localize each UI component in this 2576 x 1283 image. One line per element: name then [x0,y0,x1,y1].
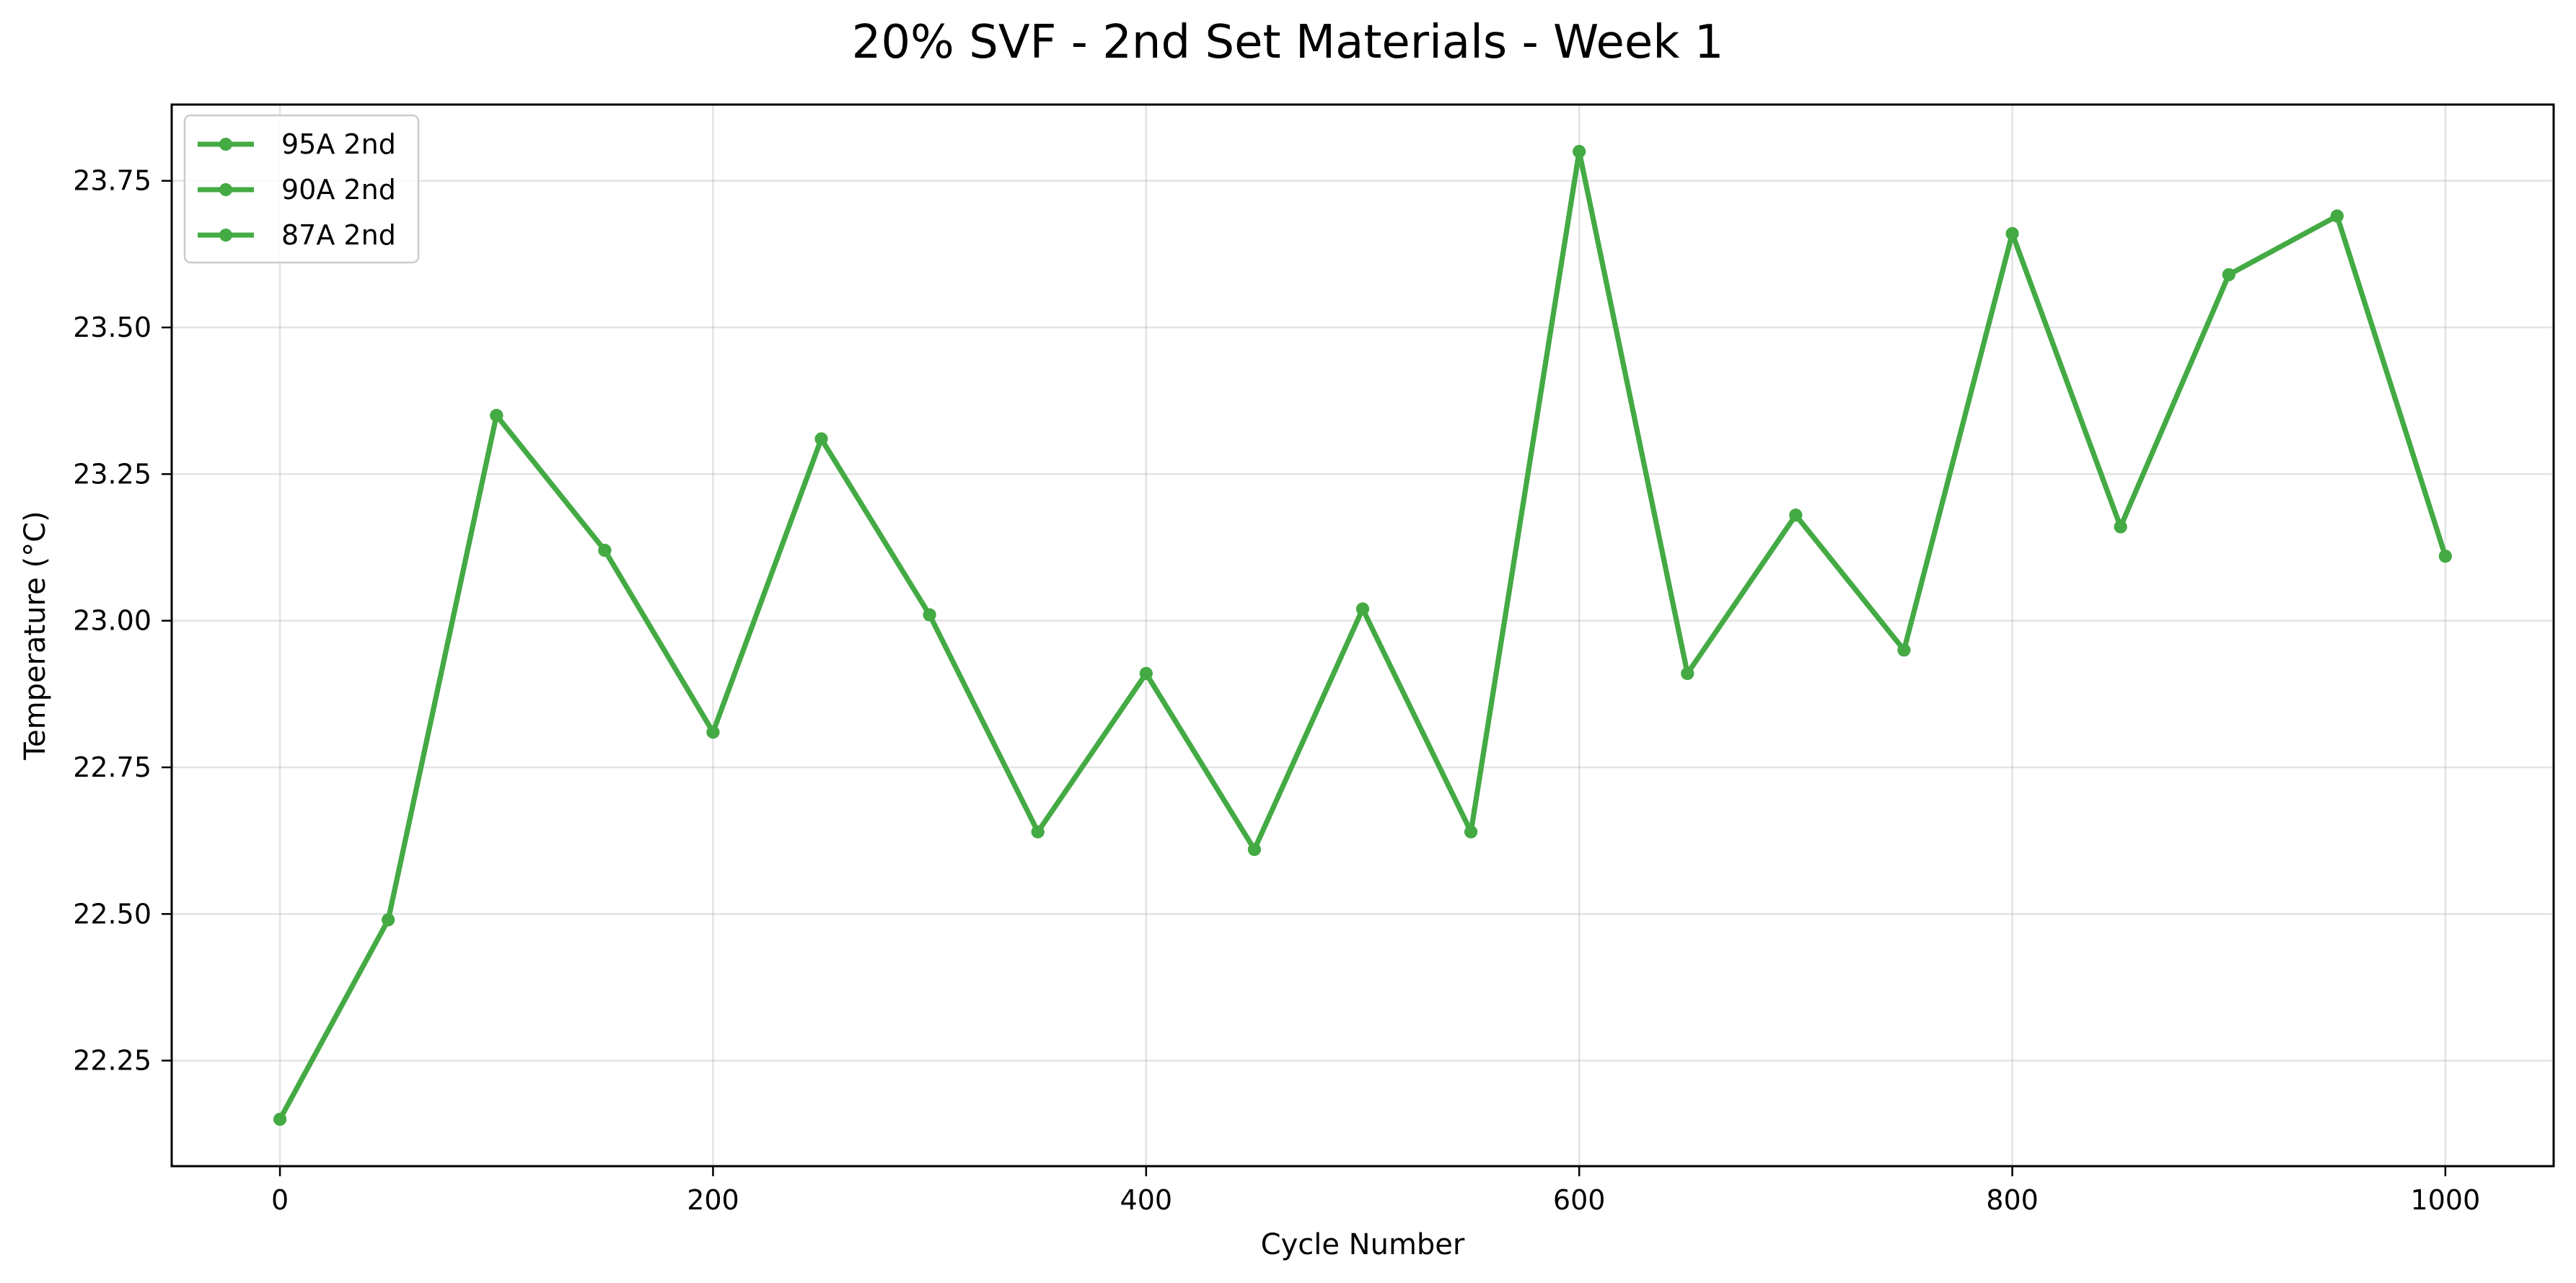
y-axis-label: Temperature (°C) [19,511,52,760]
y-tick-label: 23.00 [73,605,151,637]
data-point [1573,145,1586,159]
legend-label: 87A 2nd [281,219,396,251]
x-tick-label: 0 [271,1184,289,1216]
series-line [277,149,2448,1122]
legend-entry: 95A 2nd [198,128,396,160]
chart-title: 20% SVF - 2nd Set Materials - Week 1 [852,16,1724,69]
data-point [1897,643,1911,657]
legend: 95A 2nd 90A 2nd 87A 2nd [183,114,420,264]
data-point [2222,268,2236,281]
data-point [2438,550,2452,563]
series-line [277,149,2448,1122]
x-tick-label: 600 [1553,1184,1606,1216]
y-tick-label: 22.75 [73,751,151,783]
legend-marker [219,183,232,196]
data-point [490,409,504,423]
x-tick-label: 200 [687,1184,739,1216]
y-tick-label: 22.25 [73,1045,151,1077]
data-point [273,1112,287,1126]
data-point [1789,508,1803,522]
x-tick-label: 800 [1986,1184,2039,1216]
grid [172,105,2554,1166]
data-point [2114,520,2127,534]
data-point [2330,209,2344,223]
series-2 [273,145,2452,1126]
data-point [706,726,720,739]
axis-ticks: 0 200 400 600 800 1000 22.25 22.50 22.75 23.00 23.… [73,165,2480,1216]
legend-label: 95A 2nd [281,128,396,160]
x-tick-label: 1000 [2411,1184,2481,1216]
data-point [1681,666,1694,680]
data-point [1356,602,1369,616]
data-point [598,544,612,557]
data-point [1139,666,1153,680]
data-point [1031,825,1045,839]
legend-entry: 90A 2nd [198,174,396,206]
series-line [277,149,2448,1122]
x-tick-label: 400 [1120,1184,1173,1216]
data-point [814,432,828,446]
legend-label: 90A 2nd [281,174,396,206]
x-axis-label: Cycle Number [1261,1228,1465,1261]
data-point [2005,226,2019,240]
series-layer [273,145,2452,1126]
y-tick-label: 23.50 [73,312,151,343]
y-tick-label: 22.50 [73,898,151,930]
series-1 [273,145,2452,1126]
legend-entry: 87A 2nd [198,219,396,251]
plot-frame [170,103,2555,1168]
data-point [1464,825,1478,839]
data-point [923,608,936,622]
y-tick-label: 23.25 [73,458,151,490]
legend-marker [219,138,232,151]
data-point [382,913,395,927]
data-point [1247,842,1261,856]
y-tick-label: 23.75 [73,165,151,197]
legend-box [183,114,420,264]
legend-marker [219,229,232,242]
series-3 [273,145,2452,1126]
